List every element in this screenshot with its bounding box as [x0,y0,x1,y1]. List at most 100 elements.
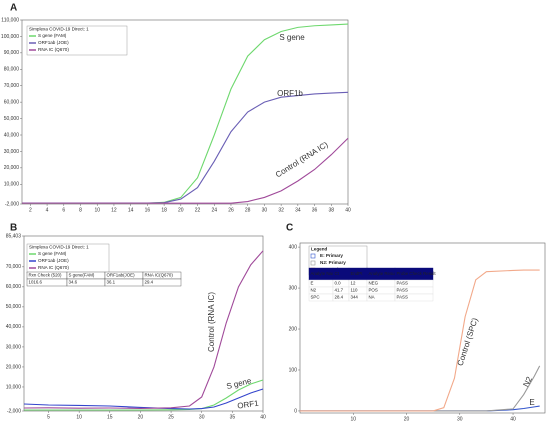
table-cell-text: NA [369,295,375,300]
x-tick-label: 30 [262,207,268,213]
y-tick-label: -2,000 [5,201,19,207]
x-tick-label: 26 [228,207,234,213]
legend-swatch [310,260,316,266]
table-cell-text: 12 [351,281,356,286]
x-tick-label: 28 [245,207,251,213]
x-tick-label: 40 [260,414,266,420]
table-header: Ct [335,271,340,276]
x-tick-label: 4 [46,207,49,213]
y-tick-label: 20,000 [6,364,22,370]
y-tick-label: 40,000 [6,324,22,330]
series-line [22,91,349,204]
x-tick-label: 10 [350,416,356,422]
y-tick-label: 110,000 [1,17,19,23]
x-tick-label: 25 [168,414,174,420]
x-tick-label: 30 [457,416,463,422]
y-tick-label: 50,000 [4,116,20,122]
annotation: S gene [279,33,305,42]
table-header: Rxn Check (520) [29,273,62,278]
y-tick-label: 60,000 [6,284,22,290]
x-tick-label: 10 [76,414,82,420]
x-tick-label: 15 [107,414,113,420]
x-tick-label: 24 [211,207,217,213]
series-line [300,405,540,412]
table-cell-text: N2 [311,288,317,293]
series-line [23,388,264,410]
y-tick-label: 200 [289,326,298,332]
legend-swatch [310,253,316,259]
plot-frame [299,242,546,414]
y-tick-label: 10,000 [6,384,22,390]
table-cell-text: 29.4 [145,280,154,285]
x-tick-label: 36 [312,207,318,213]
y-tick-label: 85,403 [6,233,22,239]
table-cell-text: 0.0 [335,281,342,286]
table-header: ORF1ab(JOE) [107,273,136,278]
y-tick-label: 70,000 [4,83,20,89]
annotation: Control (RNA IC) [274,140,330,180]
annotation: S gene [226,376,253,391]
legend-title: Simplexa COVID-19 Direct: 1 [29,245,89,250]
x-tick-label: 12 [111,207,117,213]
legend-label: N2: Primary [320,260,346,265]
legend-label: RNA IC (Q670) [38,265,69,270]
table-cell-text: 36.1 [107,280,116,285]
table-header: RNA IC(Q670) [145,273,174,278]
table-cell-text: PASS [397,295,408,300]
y-tick-label: 300 [289,285,298,291]
x-tick-label: 30 [199,414,205,420]
y-tick-label: 90,000 [4,50,20,56]
legend-title: Simplexa COVID-19 Direct: 1 [29,27,89,32]
y-tick-label: 30,000 [4,149,20,155]
x-tick-label: 20 [138,414,144,420]
table-header: EndPt [351,271,364,276]
x-tick-label: 34 [295,207,301,213]
series-line [22,137,349,204]
x-tick-label: 40 [345,207,351,213]
table-cell-text: PASS [397,281,408,286]
panel-label: B [10,223,17,234]
table-cell-text: SPC [311,295,320,300]
table-header: Analyte Result [369,271,398,276]
annotation: ORF1 [237,399,260,411]
panel-label: A [10,3,17,14]
y-tick-label: 20,000 [4,165,20,171]
plot-frame [23,235,264,412]
x-tick-label: 14 [128,207,134,213]
table-cell-text: 110 [351,288,359,293]
table-header: Probe Check Result [397,271,437,276]
legend-title: Legend [311,247,328,252]
legend-label: S gene (FAM) [38,251,67,256]
y-tick-label: 100 [289,367,298,373]
table-header: S gene(FAM) [69,273,95,278]
x-tick-label: 5 [47,414,50,420]
x-tick-label: 8 [79,207,82,213]
y-tick-label: 100,000 [1,34,19,40]
x-tick-label: 35 [230,414,236,420]
annotation: E [529,398,534,407]
x-tick-label: 32 [278,207,284,213]
x-tick-label: 16 [145,207,151,213]
y-tick-label: -2,000 [7,408,21,414]
y-tick-label: 70,000 [6,264,22,270]
y-tick-label: 80,000 [4,67,20,73]
table-cell-text: 34.6 [69,280,78,285]
table-cell-text: E [311,281,314,286]
panel-label: C [286,223,293,234]
table-cell-text: 1016.6 [29,280,43,285]
table-cell-text: POS [369,288,378,293]
x-tick-label: 22 [195,207,201,213]
series-line [300,365,541,412]
x-tick-label: 20 [178,207,184,213]
annotation: ORF1b [277,89,303,98]
y-tick-label: 10,000 [4,182,20,188]
table-cell-text: 41.7 [335,288,344,293]
x-tick-label: 18 [161,207,167,213]
y-tick-label: 30,000 [6,344,22,350]
legend-label: RNA IC (Q670) [38,47,69,52]
series-line [300,269,540,412]
plot-frame [21,19,349,205]
legend-box [26,243,110,274]
x-tick-label: 20 [404,416,410,422]
legend-label: ORF1ab (JOE) [38,258,69,263]
